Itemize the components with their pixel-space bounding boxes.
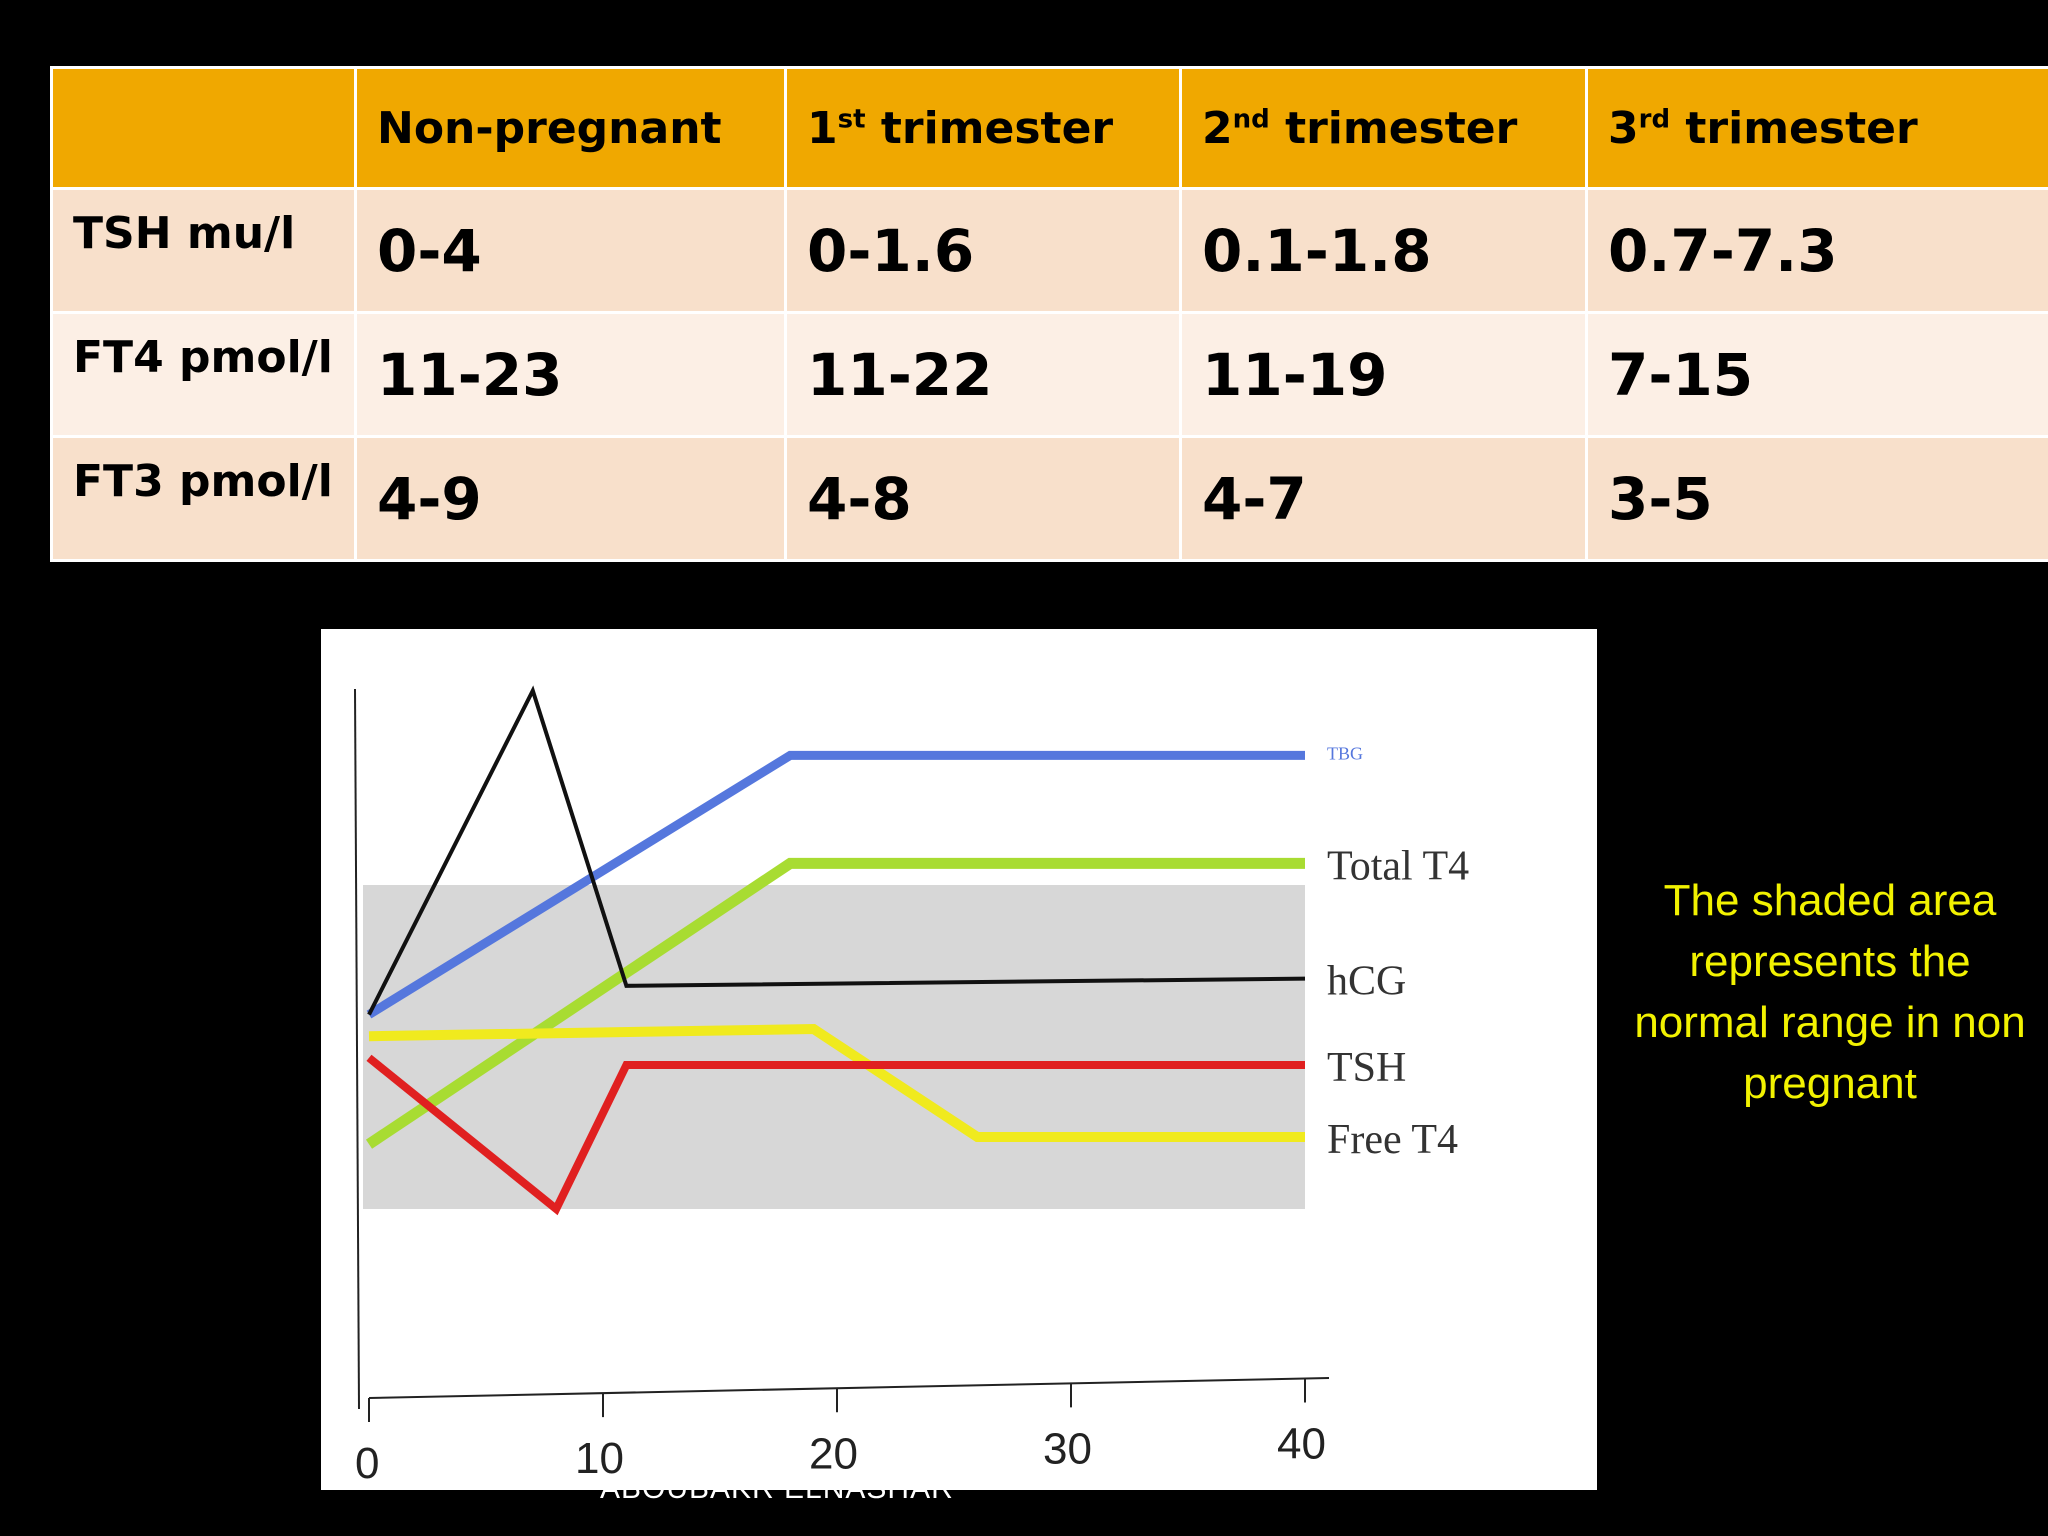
header-rest: trimester xyxy=(1670,102,1918,154)
series-label: Total T4 xyxy=(1327,843,1469,889)
table-cell: 11-23 xyxy=(354,311,787,438)
series-line-hcg xyxy=(367,685,1306,1016)
series-label: Free T4 xyxy=(1327,1117,1458,1163)
table-row: FT3 pmol/l 4-9 4-8 4-7 3-5 xyxy=(50,435,2048,562)
series-line-free-t4 xyxy=(368,1023,1305,1142)
series-label: hCG xyxy=(1327,959,1406,1005)
series-line-tbg xyxy=(366,750,1305,1019)
series-line-tsh xyxy=(366,1054,1305,1216)
header-cell-4: 3rd trimester xyxy=(1585,66,2048,190)
table-row: TSH mu/l 0-4 0-1.6 0.1-1.8 0.7-7.3 xyxy=(50,187,2048,314)
table-cell: 4-9 xyxy=(354,435,787,562)
table-cell: 0.7-7.3 xyxy=(1585,187,2048,314)
x-tick-label: 20 xyxy=(809,1429,858,1478)
header-cell-0 xyxy=(50,66,357,190)
x-tick-label: 40 xyxy=(1277,1420,1326,1469)
x-axis xyxy=(368,1377,1330,1399)
header-main: 1 xyxy=(807,102,838,154)
header-main: 2 xyxy=(1202,102,1233,154)
table-cell: 4-7 xyxy=(1179,435,1588,562)
row-label: TSH mu/l xyxy=(50,187,357,314)
table-cell: 4-8 xyxy=(784,435,1182,562)
table-cell: 3-5 xyxy=(1585,435,2048,562)
shaded-area-note: The shaded area represents the normal ra… xyxy=(1634,876,2026,1108)
table-cell: 0.1-1.8 xyxy=(1179,187,1588,314)
x-tick-label: 0 xyxy=(355,1439,379,1488)
table-row: FT4 pmol/l 11-23 11-22 11-19 7-15 xyxy=(50,311,2048,438)
header-main: Non-pregnant xyxy=(377,102,722,154)
table-cell: 7-15 xyxy=(1585,311,2048,438)
header-rest: trimester xyxy=(865,102,1114,154)
header-cell-3: 2nd trimester xyxy=(1179,66,1588,190)
series-label: TBG xyxy=(1327,743,1363,763)
table-cell: 11-19 xyxy=(1179,311,1588,438)
thyroid-reference-table: Non-pregnant 1st trimester 2nd trimester 3r… xyxy=(50,66,2048,562)
table-header-row: Non-pregnant 1st trimester 2nd trimester 3r… xyxy=(50,66,2048,190)
table-cell: 0-1.6 xyxy=(784,187,1182,314)
table-cell: 11-22 xyxy=(784,311,1182,438)
series-label: TSH xyxy=(1327,1045,1406,1091)
x-tick-label: 10 xyxy=(575,1434,624,1483)
row-label: FT3 pmol/l xyxy=(50,435,357,562)
header-superscript: rd xyxy=(1638,103,1671,134)
header-superscript: nd xyxy=(1232,103,1270,134)
x-tick-label: 30 xyxy=(1043,1424,1092,1473)
header-main: 3 xyxy=(1608,102,1639,154)
header-cell-2: 1st trimester xyxy=(784,66,1182,190)
y-axis xyxy=(354,688,360,1410)
chart-svg: 0 10 20 30 40 TBG Total T4 hCG TSH Free T4 xyxy=(354,685,1469,1488)
header-superscript: st xyxy=(837,103,866,134)
header-cell-1: Non-pregnant xyxy=(354,66,787,190)
thyroid-pregnancy-chart: 0 10 20 30 40 TBG Total T4 hCG TSH Free T4 xyxy=(321,629,1597,1490)
row-label: FT4 pmol/l xyxy=(50,311,357,438)
table-cell: 0-4 xyxy=(354,187,787,314)
header-rest: trimester xyxy=(1269,102,1518,154)
series-line-total-t4 xyxy=(365,857,1305,1149)
author-footer: ABOUBAKR ELNASHAR xyxy=(600,1472,954,1505)
